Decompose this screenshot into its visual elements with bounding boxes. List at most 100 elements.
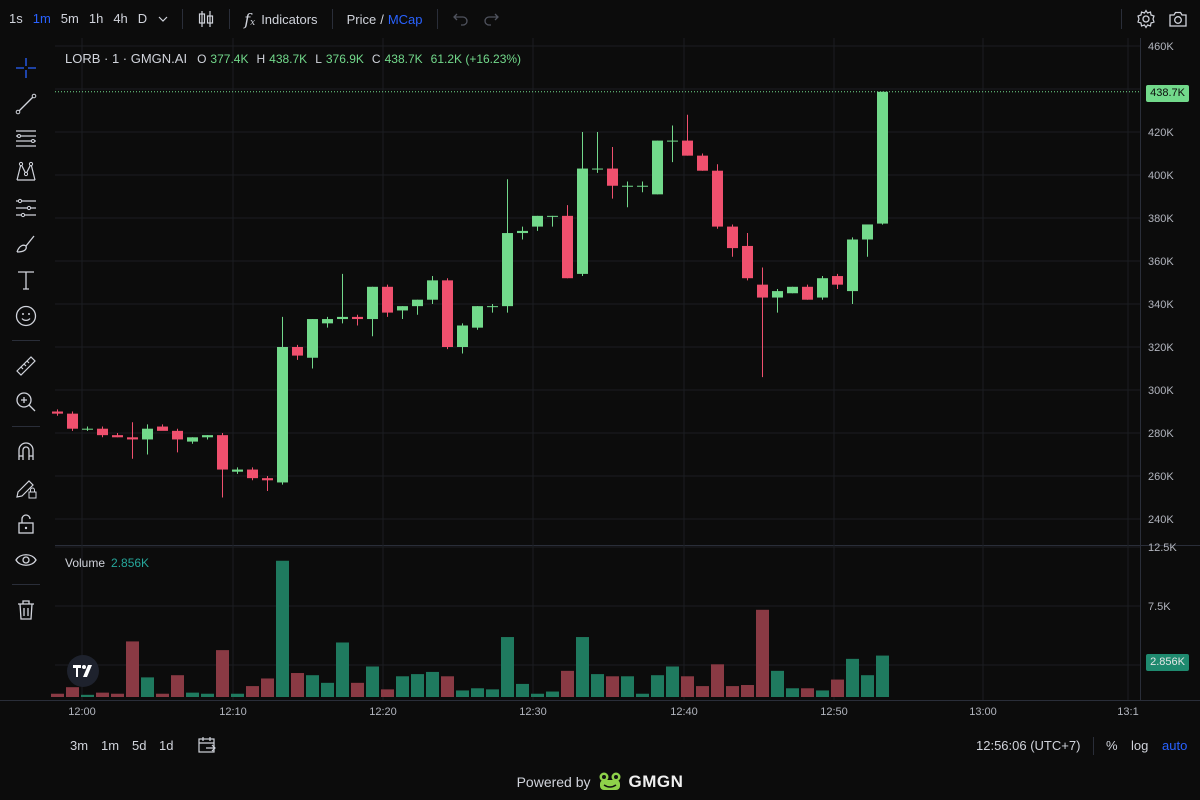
range-5d[interactable]: 5d: [132, 738, 147, 753]
volume-bar: [216, 650, 229, 697]
settings-button[interactable]: [1130, 0, 1162, 38]
candle-body: [622, 185, 633, 187]
volume-label[interactable]: Volume: [65, 556, 106, 570]
range-1m[interactable]: 1m: [101, 738, 120, 753]
auto-scale-button[interactable]: auto: [1162, 738, 1188, 753]
time-axis-label: 12:00: [68, 706, 96, 718]
high-value: 438.7K: [269, 51, 308, 66]
candle: [142, 424, 153, 455]
timeframe-5m[interactable]: 5m: [60, 11, 79, 26]
candle: [562, 205, 573, 279]
volume-bar: [471, 688, 484, 697]
trend-line-icon: [15, 93, 37, 115]
timeframe-4h[interactable]: 4h: [113, 11, 128, 26]
price-mcap-toggle[interactable]: Price / MCap: [341, 0, 429, 38]
timeframe-1m[interactable]: 1m: [32, 11, 51, 26]
timeframe-1s[interactable]: 1s: [9, 11, 23, 26]
volume-bar: [636, 693, 649, 697]
horizontal-lines-tool[interactable]: [12, 124, 40, 152]
ruler-tool[interactable]: [12, 352, 40, 380]
candle-body: [847, 239, 858, 292]
volume-bar: [336, 642, 349, 697]
candle: [532, 215, 543, 231]
lock-icon: [18, 514, 34, 534]
volume-bar: [681, 676, 694, 697]
candle: [607, 147, 618, 199]
candle: [157, 424, 168, 431]
candle-type-button[interactable]: [191, 0, 221, 38]
ruler-icon: [16, 356, 36, 376]
low-value: 376.9K: [325, 51, 364, 66]
candle-body: [502, 233, 513, 307]
volume-bar: [861, 675, 874, 697]
candle: [292, 344, 303, 360]
timeframe-d[interactable]: D: [137, 11, 148, 26]
volume-bar: [51, 693, 64, 697]
fib-tool[interactable]: [12, 194, 40, 222]
price-axis-label: 340K: [1148, 299, 1174, 311]
volume-axis-label: 12.5K: [1148, 542, 1177, 554]
volume-bar: [786, 688, 799, 697]
candlestick-icon: [199, 11, 214, 27]
text-tool[interactable]: [12, 266, 40, 294]
timeframe-1h[interactable]: 1h: [88, 11, 104, 26]
volume-bar: [561, 670, 574, 697]
toolbar-divider: [331, 9, 333, 29]
zoom-in-tool[interactable]: [12, 388, 40, 416]
candle-body: [112, 435, 123, 438]
candle-body: [52, 411, 63, 414]
candle-body: [427, 280, 438, 300]
emoji-tool[interactable]: [12, 302, 40, 330]
volume-bar: [846, 658, 859, 697]
candle-body: [412, 299, 423, 307]
candle-body: [742, 245, 753, 279]
magnet-tool[interactable]: [12, 438, 40, 466]
range-3m[interactable]: 3m: [70, 738, 89, 753]
brush-tool[interactable]: [12, 230, 40, 258]
lock-drawings-tool[interactable]: [12, 474, 40, 502]
undo-button[interactable]: [446, 0, 476, 38]
candle: [67, 411, 78, 431]
log-scale-button[interactable]: log: [1131, 738, 1149, 753]
volume-bar: [111, 693, 124, 697]
candle-body: [367, 286, 378, 320]
volume-bar: [696, 686, 709, 697]
volume-bar: [126, 641, 139, 697]
high-key: H: [256, 51, 266, 66]
visibility-tool[interactable]: [12, 546, 40, 574]
candle-body: [667, 140, 678, 142]
symbol-title[interactable]: LORB · 1 · GMGN.AI: [65, 51, 188, 66]
trash-icon: [18, 600, 34, 620]
candle-body: [637, 185, 648, 187]
tradingview-logo[interactable]: [67, 655, 99, 687]
redo-icon: [483, 13, 499, 26]
candle-body: [487, 306, 498, 308]
footer: Powered by GMGN: [0, 768, 1200, 796]
clock-timezone[interactable]: 12:56:06 (UTC+7): [976, 738, 1081, 753]
volume-bar: [801, 688, 814, 697]
timeframe-dropdown-chevron-icon[interactable]: [152, 0, 174, 38]
volume-bar: [201, 693, 214, 697]
indicators-label: Indicators: [261, 11, 318, 27]
trend-line-tool[interactable]: [12, 90, 40, 118]
lock-tool[interactable]: [12, 510, 40, 538]
candle-body: [457, 325, 468, 347]
open-value: 377.4K: [210, 51, 249, 66]
range-1d[interactable]: 1d: [159, 738, 174, 753]
candle-body: [577, 168, 588, 274]
time-axis-label: 12:50: [820, 706, 848, 718]
screenshot-button[interactable]: [1162, 0, 1194, 38]
candle: [862, 224, 873, 257]
crosshair-tool[interactable]: [12, 54, 40, 82]
delete-tool[interactable]: [12, 596, 40, 624]
candle: [622, 181, 633, 208]
indicators-button[interactable]: fx Indicators: [238, 0, 323, 38]
go-to-date-button[interactable]: [197, 735, 217, 758]
tools-divider: [12, 340, 40, 341]
powered-by-label: Powered by: [516, 774, 591, 790]
percent-scale-button[interactable]: %: [1106, 738, 1118, 753]
pattern-tool[interactable]: [12, 158, 40, 186]
gmgn-brand[interactable]: GMGN: [628, 772, 684, 791]
redo-button[interactable]: [476, 0, 506, 38]
